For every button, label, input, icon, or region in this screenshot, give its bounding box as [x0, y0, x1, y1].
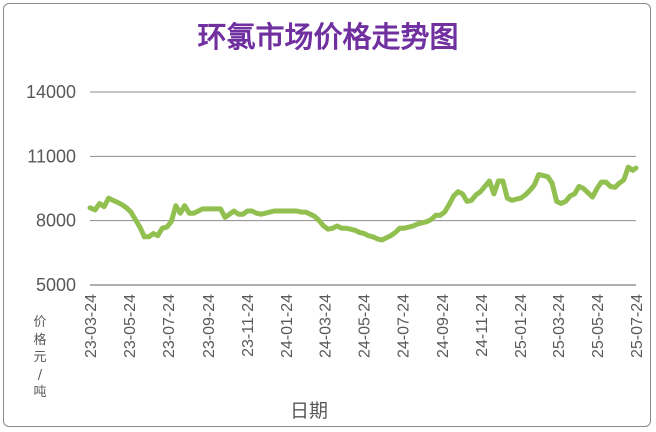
x-tick-label: 24-07-24 [395, 294, 412, 358]
x-tick-label: 25-03-24 [551, 294, 568, 358]
y-tick-label: 8000 [36, 211, 76, 231]
x-tick-label: 24-01-24 [279, 294, 296, 358]
y-axis-label-char: 吨 [33, 385, 47, 400]
x-tick-label: 25-05-24 [590, 294, 607, 358]
x-tick-label: 23-03-24 [83, 294, 100, 358]
series-line-0 [87, 164, 639, 243]
x-tick-label: 25-07-24 [629, 294, 646, 358]
y-axis-label-char: / [37, 367, 43, 383]
y-tick-label: 11000 [27, 146, 76, 166]
x-tick-label: 24-11-24 [474, 294, 491, 357]
x-tick-label: 23-07-24 [161, 294, 178, 358]
y-axis-label-char: 元 [33, 350, 47, 365]
grid-lines [90, 91, 636, 286]
x-tick-label: 24-03-24 [317, 294, 334, 358]
x-tick-label: 24-05-24 [356, 294, 373, 358]
y-axis-label-char: 价 [33, 315, 47, 330]
x-tick-label: 24-09-24 [435, 294, 452, 358]
x-tick-label: 23-05-24 [122, 294, 139, 358]
chart-title: 环氯市场价格走势图 [197, 20, 459, 54]
x-tick-label: 25-01-24 [513, 294, 530, 358]
y-axis-label: 价格元 / 吨 [30, 314, 50, 402]
x-axis-label: 日期 [290, 400, 329, 422]
x-tick-label: 23-11-24 [240, 294, 257, 357]
x-axis-tick-labels: 23-03-24 23-05-24 23-07-24 23-09-24 23-11-24… [83, 294, 646, 358]
y-tick-label: 5000 [36, 275, 76, 295]
x-tick-label: 23-09-24 [201, 294, 218, 358]
series-group [87, 164, 639, 243]
y-axis-label-char: 格 [33, 332, 47, 348]
chart-frame [3, 3, 651, 427]
y-axis-tick-labels: 5000 8000 11000 14000 [26, 82, 76, 295]
y-tick-label: 14000 [26, 82, 76, 102]
